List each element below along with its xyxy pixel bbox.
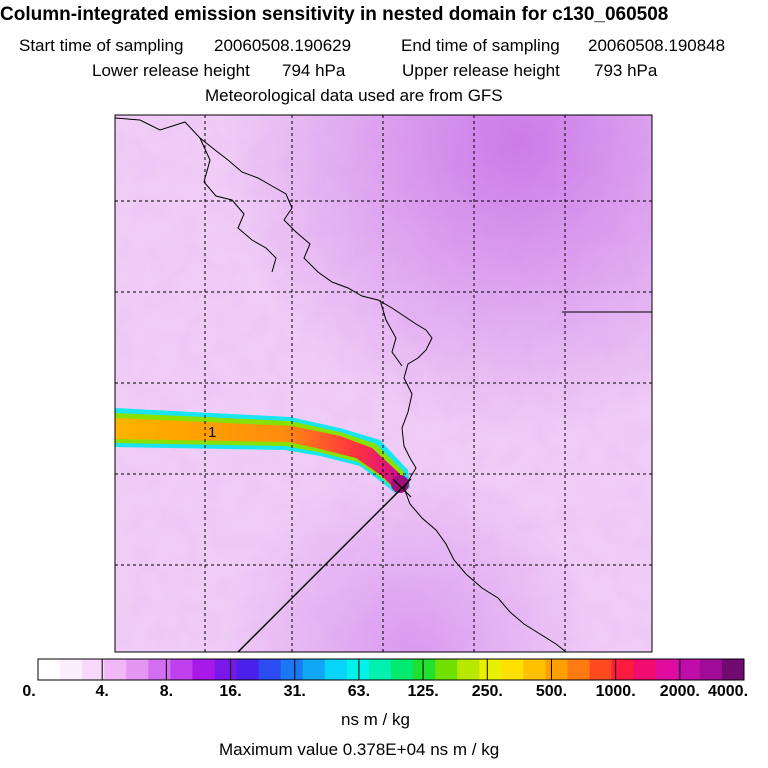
colorbar-swatch	[258, 659, 282, 680]
upper-release-label: Upper release height	[402, 61, 560, 80]
lower-release-label: Lower release height	[92, 61, 250, 80]
upper-release-value: 793 hPa	[594, 61, 658, 80]
colorbar-swatch	[435, 659, 458, 680]
colorbar-swatch	[38, 659, 61, 680]
start-time-label: Start time of sampling	[19, 36, 184, 55]
colorbar-swatch	[368, 659, 392, 680]
maximum-value: Maximum value 0.378E+04 ns m / kg	[219, 740, 500, 759]
chart-title: Column-integrated emission sensitivity i…	[0, 4, 669, 25]
colorbar-swatch	[501, 659, 524, 680]
colorbar-swatch	[523, 659, 546, 680]
colorbar-swatch	[324, 659, 348, 680]
coastline	[115, 117, 567, 652]
colorbar-tick-label: 4000.	[707, 683, 749, 700]
colorbar-tick-label: 500.	[535, 683, 568, 700]
end-time-label: End time of sampling	[401, 36, 560, 55]
colorbar-swatch	[170, 659, 193, 680]
colorbar-swatch	[126, 659, 149, 680]
colorbar-swatch	[60, 659, 83, 680]
plume-age-label: 1	[208, 424, 216, 441]
colorbar-swatch	[677, 659, 701, 680]
colorbar-swatch	[413, 659, 436, 680]
field-dark-south	[115, 115, 652, 652]
colorbar-swatch	[104, 659, 127, 680]
colorbar-swatch	[545, 659, 568, 680]
end-time-value: 20060508.190848	[588, 36, 726, 55]
colorbar-swatch	[302, 659, 326, 680]
colorbar-tick-label: 63.	[347, 683, 371, 700]
colorbar-swatch	[589, 659, 613, 680]
plume-core	[115, 418, 400, 486]
colorbar-swatch	[699, 659, 723, 680]
colorbar-unit: ns m / kg	[341, 710, 410, 729]
colorbar-swatch	[479, 659, 502, 680]
release-point-marker	[392, 478, 412, 498]
coastline-lake	[379, 299, 403, 367]
colorbar-swatch	[214, 659, 238, 680]
colorbar-tick-label: 31.	[283, 683, 306, 700]
colorbar-swatch	[633, 659, 657, 680]
colorbar-swatch	[236, 659, 260, 680]
colorbar-swatch	[346, 659, 370, 680]
colorbar-swatch	[280, 659, 304, 680]
lower-release-value: 794 hPa	[282, 61, 346, 80]
colorbar	[37, 659, 745, 680]
colorbar-swatch	[457, 659, 480, 680]
colorbar-swatch	[611, 659, 635, 680]
colorbar-swatch	[721, 659, 745, 680]
colorbar-tick-label: 4.	[95, 683, 109, 700]
meteorology-note: Meteorological data used are from GFS	[205, 86, 503, 105]
colorbar-swatch	[192, 659, 215, 680]
start-time-value: 20060508.190629	[214, 36, 352, 55]
colorbar-swatch	[82, 659, 105, 680]
colorbar-swatch	[567, 659, 591, 680]
colorbar-tick-label: 0.	[22, 683, 36, 700]
colorbar-tick-label: 250.	[471, 683, 503, 700]
colorbar-swatch	[391, 659, 414, 680]
map-frame	[114, 114, 653, 653]
coastline-gulf	[199, 137, 277, 273]
colorbar-tick-label: 8.	[159, 683, 174, 700]
colorbar-tick-label: 125.	[407, 683, 439, 700]
colorbar-frame	[37, 658, 745, 681]
colorbar-swatch	[655, 659, 679, 680]
flight-track	[237, 487, 403, 652]
colorbar-tick-label: 1000.	[595, 683, 636, 700]
colorbar-tick-label: 2000.	[659, 683, 700, 700]
colorbar-swatch	[148, 659, 171, 680]
colorbar-tick-label: 16.	[219, 683, 242, 700]
